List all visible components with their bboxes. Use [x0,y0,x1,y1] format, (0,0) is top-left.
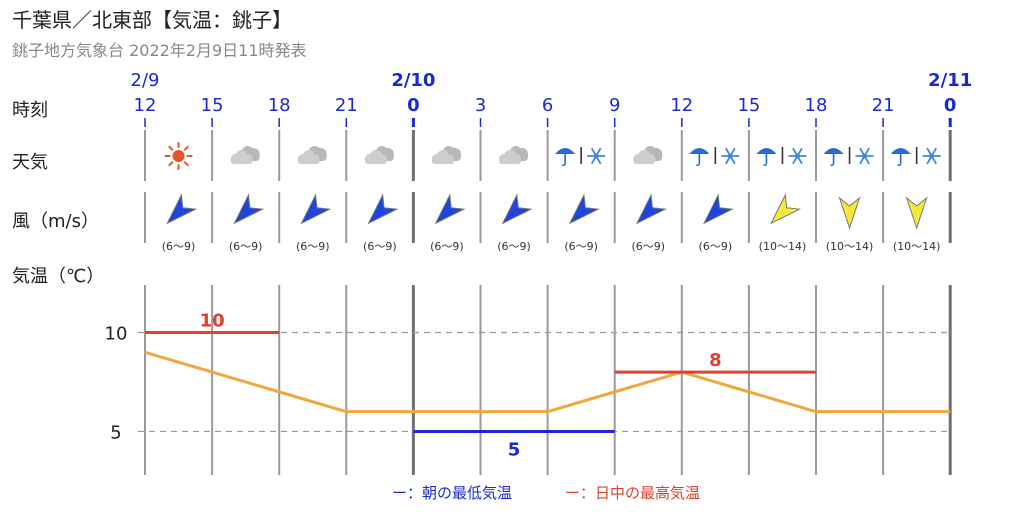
snowflake-icon [788,147,807,165]
hour-label: 0 [407,95,420,116]
umbrella-snow-icon [890,147,941,167]
hour-label: 21 [872,95,895,116]
issued-by-subtitle: 銚子地方気象台 2022年2月9日11時発表 [12,41,307,60]
wind-arrow-icon [770,193,802,225]
hour-label: 15 [201,95,224,116]
wind-speed-label: (6〜9) [631,240,665,253]
umbrella-snow-icon [756,147,807,167]
wind-speed-label: (10〜14) [893,240,941,253]
wind-arrow-icon [905,196,928,230]
umbrella-icon [890,148,911,154]
sun-icon [164,142,193,170]
temp-tick-label: 10 [105,324,128,345]
snowflake-icon [855,147,874,165]
wind-arrow-icon [501,193,533,225]
wind-speed-label: (6〜9) [564,240,598,253]
umbrella-snow-icon [823,147,874,167]
time-row-label: 時刻 [12,100,48,121]
cloud-icon [297,146,327,164]
umbrella-icon [756,148,777,154]
cloud-icon [230,146,260,164]
weather-row-label: 天気 [12,152,48,173]
umbrella-icon [823,148,844,154]
snowflake-icon [587,147,606,165]
wind-speed-label: (10〜14) [759,240,807,253]
wind-arrow-icon [166,193,198,225]
wind-arrow-icon [367,193,399,225]
max-temp-label: 10 [200,311,225,332]
wind-speed-label: (6〜9) [363,240,397,253]
snowflake-icon [922,147,941,165]
date-label: 2/10 [391,70,435,91]
hour-label: 18 [268,95,291,116]
wind-speed-label: (6〜9) [296,240,330,253]
hour-label: 0 [944,95,957,116]
hour-label: 21 [335,95,358,116]
wind-arrow-icon [434,193,466,225]
hour-label: 18 [805,95,828,116]
wind-speed-label: (6〜9) [229,240,263,253]
forecast-chart: 2/9 2/10 2/11 12 15 18 21 0 3 6 9 12 15 18 21 0 (6〜9) (6〜… [105,70,972,475]
hour-label: 3 [475,95,486,116]
cloud-icon [431,146,461,164]
legend-min-temp: ー：朝の最低気温 [392,484,513,502]
umbrella-snow-icon [555,147,606,167]
wind-arrow-icon [233,193,265,225]
wind-arrow-icon [635,193,667,225]
wind-speed-label: (6〜9) [699,240,733,253]
page-title: 千葉県／北東部【気温：銚子】 [12,8,292,32]
cloud-icon [364,146,394,164]
wind-speed-label: (6〜9) [497,240,531,253]
hour-label: 12 [134,95,157,116]
hour-label: 15 [737,95,760,116]
date-label: 2/9 [131,70,160,91]
wind-speed-label: (6〜9) [162,240,196,253]
min-temp-label: 5 [508,439,521,460]
umbrella-icon [689,148,710,154]
wind-arrow-icon [300,193,332,225]
date-label: 2/11 [928,70,972,91]
wind-arrow-icon [568,193,600,225]
cloud-icon [499,146,529,164]
umbrella-snow-icon [689,147,740,167]
hour-label: 12 [670,95,693,116]
umbrella-icon [555,148,576,154]
temp-tick-label: 5 [110,422,121,443]
wind-speed-label: (10〜14) [826,240,874,253]
wind-arrow-icon [838,196,861,230]
legend-max-temp: ー：日中の最高気温 [565,484,701,502]
hour-label: 6 [542,95,553,116]
hour-label: 9 [609,95,620,116]
snowflake-icon [721,147,740,165]
temp-row-label: 気温（℃） [12,266,105,287]
wind-row-label: 風（m/s） [12,211,99,232]
wind-speed-label: (6〜9) [430,240,464,253]
wind-arrow-icon [702,193,735,225]
max-temp-label: 8 [709,350,722,371]
cloud-icon [633,146,663,164]
